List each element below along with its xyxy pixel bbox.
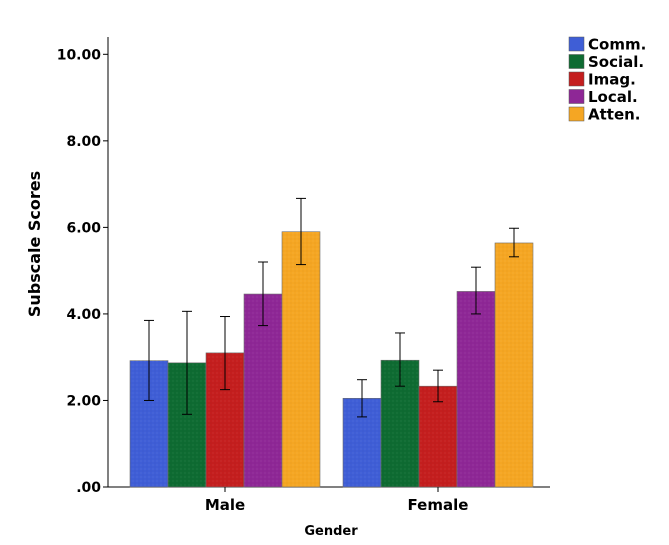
y-axis-title: Subscale Scores bbox=[25, 171, 44, 317]
legend-swatch bbox=[568, 89, 585, 104]
legend-swatch bbox=[568, 36, 585, 52]
legend-swatch bbox=[568, 71, 585, 87]
x-tick-label: Female bbox=[408, 496, 469, 514]
y-tick-label: 6.00 bbox=[66, 220, 101, 236]
plot-area: .00 2.00 4.00 6.00 8.00 10.00 Male Female bbox=[57, 37, 550, 514]
legend-label: Atten. bbox=[588, 106, 641, 124]
bar-texture bbox=[282, 231, 320, 487]
x-axis-title: Gender bbox=[304, 524, 358, 539]
legend-label: Social. bbox=[588, 53, 644, 71]
legend: Comm.Social.Imag.Local.Atten. bbox=[568, 36, 646, 124]
bar-texture bbox=[419, 386, 457, 487]
bar-texture bbox=[457, 291, 495, 487]
bar-texture bbox=[495, 242, 533, 487]
y-tick-label: 8.00 bbox=[66, 134, 101, 150]
bar-texture bbox=[244, 294, 282, 487]
y-tick-label: .00 bbox=[76, 480, 101, 496]
legend-swatch bbox=[568, 106, 585, 122]
legend-label: Comm. bbox=[588, 36, 646, 54]
legend-label: Imag. bbox=[588, 71, 636, 89]
y-tick-label: 4.00 bbox=[66, 307, 101, 323]
legend-swatch bbox=[568, 54, 585, 69]
legend-label: Local. bbox=[588, 88, 638, 106]
x-tick-label: Male bbox=[205, 496, 245, 514]
y-tick-label: 10.00 bbox=[57, 47, 102, 63]
y-tick-label: 2.00 bbox=[66, 393, 101, 409]
